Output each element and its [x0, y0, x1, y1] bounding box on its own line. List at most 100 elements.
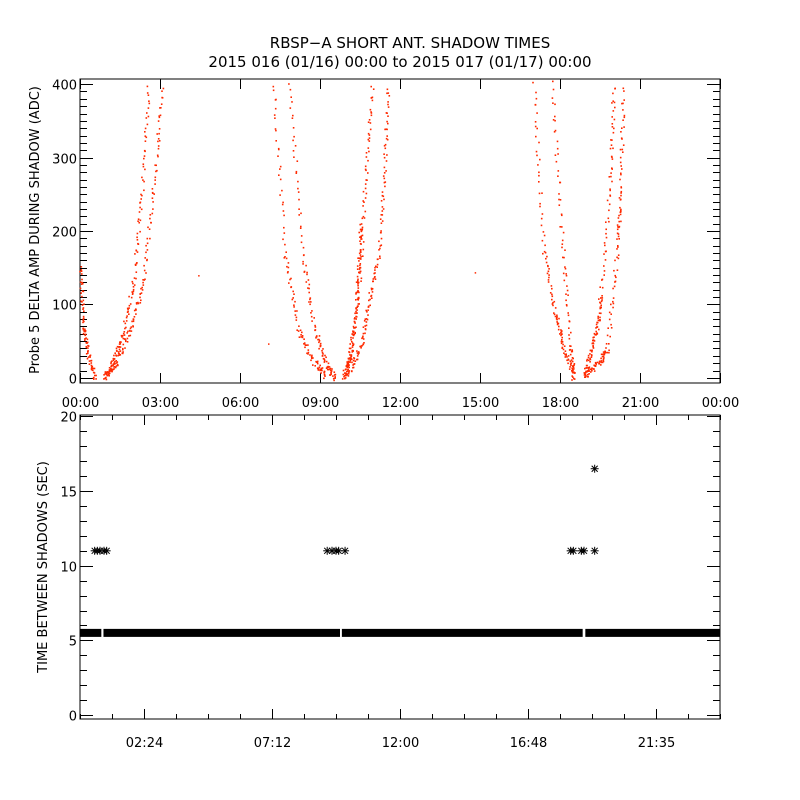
- data-point: [359, 267, 361, 269]
- data-point: [142, 179, 144, 181]
- data-point: [588, 373, 590, 375]
- data-point: [538, 181, 540, 183]
- data-point: [599, 286, 601, 288]
- data-point: [116, 364, 119, 366]
- baseline-markers: [585, 628, 720, 637]
- data-point: [358, 231, 360, 234]
- data-point: [132, 290, 135, 293]
- data-point: [310, 315, 313, 318]
- data-point: [600, 364, 602, 366]
- data-point: [545, 261, 548, 264]
- marker-stroke: [569, 547, 577, 555]
- data-point: [293, 293, 295, 295]
- data-point: [360, 277, 363, 280]
- data-point: [568, 327, 570, 329]
- data-point: [558, 193, 560, 195]
- data-point: [622, 119, 624, 121]
- data-point: [360, 251, 362, 253]
- data-point: [129, 303, 132, 305]
- data-point: [352, 330, 354, 332]
- data-point: [553, 300, 556, 303]
- asterisk-marker: [569, 546, 578, 555]
- data-point: [600, 361, 602, 364]
- data-point: [361, 228, 364, 230]
- data-point: [596, 332, 598, 334]
- data-point: [619, 178, 621, 181]
- data-point: [300, 235, 303, 237]
- data-point: [361, 336, 364, 339]
- data-point: [369, 108, 372, 111]
- data-point: [612, 147, 614, 150]
- data-point: [357, 290, 359, 293]
- data-point: [139, 202, 141, 204]
- data-point: [592, 347, 595, 349]
- data-point: [357, 287, 360, 289]
- data-point: [114, 366, 117, 369]
- data-point: [352, 359, 355, 362]
- data-point: [290, 96, 292, 98]
- data-point: [334, 376, 336, 378]
- data-point: [352, 334, 355, 336]
- data-point: [590, 349, 592, 352]
- data-point: [570, 331, 572, 334]
- data-point: [612, 300, 614, 303]
- data-point: [364, 318, 367, 320]
- data-point: [608, 343, 610, 345]
- data-point: [359, 345, 361, 348]
- data-point: [353, 327, 355, 329]
- data-point: [554, 129, 557, 132]
- data-point: [133, 316, 136, 318]
- data-point: [136, 232, 139, 235]
- data-point: [108, 372, 111, 375]
- data-point: [589, 357, 591, 360]
- data-point: [552, 304, 554, 307]
- data-point: [279, 168, 281, 170]
- data-point: [591, 367, 593, 369]
- data-point: [351, 346, 354, 348]
- data-point: [374, 278, 377, 280]
- data-point: [362, 215, 365, 218]
- data-point: [372, 278, 375, 280]
- data-point: [122, 332, 125, 335]
- data-point: [560, 342, 563, 345]
- data-point: [589, 353, 591, 355]
- data-point: [571, 375, 573, 377]
- data-point: [557, 153, 559, 155]
- data-point: [300, 225, 302, 228]
- data-point: [144, 150, 146, 153]
- data-point: [105, 373, 108, 376]
- data-point: [587, 373, 589, 376]
- data-point: [373, 276, 376, 279]
- data-point: [293, 156, 295, 158]
- data-point: [553, 312, 555, 314]
- data-point: [155, 164, 157, 167]
- data-point: [147, 94, 150, 96]
- data-point: [113, 362, 115, 364]
- data-point: [371, 297, 373, 299]
- x-tick-label: 02:24: [126, 736, 163, 751]
- data-point: [349, 359, 352, 361]
- data-point: [104, 371, 107, 373]
- data-point: [351, 340, 353, 343]
- data-point: [618, 225, 621, 228]
- data-point: [383, 153, 385, 155]
- data-point: [355, 318, 357, 320]
- data-point: [561, 336, 563, 339]
- data-point: [351, 333, 353, 335]
- data-point: [534, 103, 537, 106]
- data-point: [587, 370, 590, 372]
- data-point: [312, 357, 314, 359]
- data-point: [610, 175, 612, 178]
- data-point: [592, 339, 595, 341]
- data-point: [139, 296, 141, 299]
- data-point: [320, 367, 323, 370]
- data-point: [140, 193, 142, 196]
- data-point: [385, 128, 387, 130]
- data-point: [343, 375, 345, 378]
- data-point: [121, 352, 124, 354]
- data-point: [288, 282, 290, 284]
- data-point: [334, 377, 336, 379]
- data-point: [593, 370, 596, 372]
- data-point: [368, 299, 370, 302]
- data-point: [369, 128, 372, 131]
